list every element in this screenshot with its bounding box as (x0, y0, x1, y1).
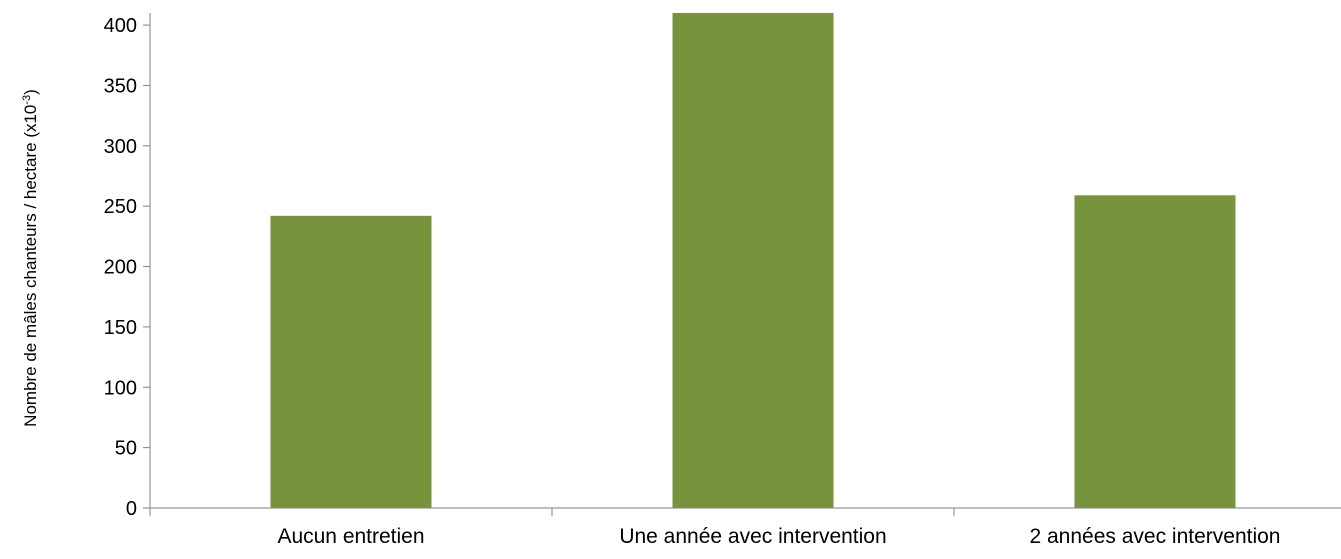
y-tick-label: 350 (104, 75, 137, 97)
y-axis-label-superscript: -3 (21, 95, 33, 105)
y-tick-label: 100 (104, 377, 137, 399)
y-tick-label: 250 (104, 196, 137, 218)
y-tick-label: 400 (104, 15, 137, 37)
bar-1 (270, 215, 432, 508)
x-category-label: Aucun entretien (277, 525, 424, 548)
x-category-label: Une année avec intervention (619, 525, 886, 548)
y-axis-label: Nombre de mâles chanteurs / hectare (x10… (21, 89, 40, 427)
y-tick-label: 150 (104, 317, 137, 339)
y-tick-label: 300 (104, 136, 137, 158)
bar-3 (1074, 195, 1236, 508)
y-tick-label: 50 (115, 438, 137, 460)
x-ticks-layer: Aucun entretien Une année avec interventi… (149, 508, 1281, 548)
y-axis-label-main: Nombre de mâles chanteurs / hectare (x10 (21, 105, 40, 427)
bars-layer (270, 13, 1236, 508)
y-tick-label: 200 (104, 257, 137, 279)
y-tick-label: 0 (126, 498, 137, 520)
y-axis-label-close: ) (21, 89, 40, 95)
bar-2 (672, 13, 834, 508)
x-category-label: 2 années avec intervention (1029, 525, 1280, 548)
y-ticks-layer: 0 50 100 150 200 250 300 350 400 (104, 15, 150, 520)
